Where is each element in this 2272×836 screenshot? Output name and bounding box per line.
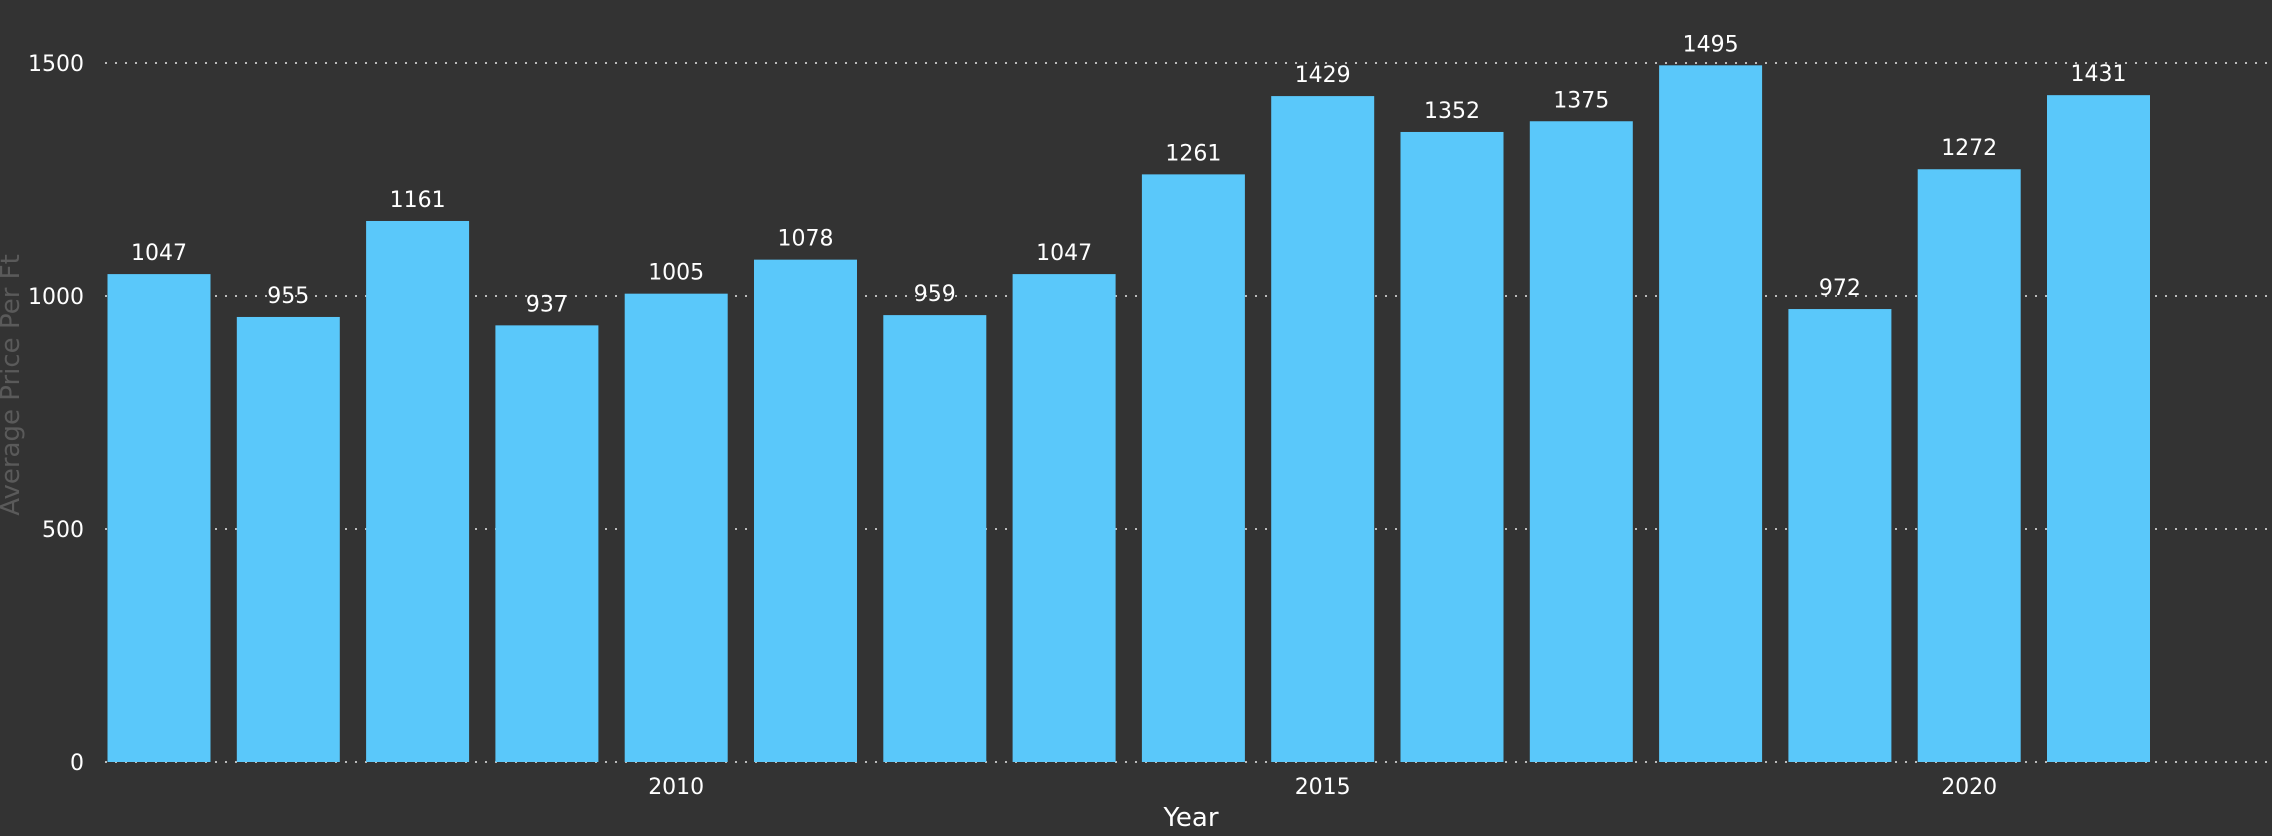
data-label-2021: 1431 (2071, 62, 2127, 87)
bar-2008 (366, 220, 470, 762)
y-tick-label: 1000 (28, 285, 84, 310)
bar-2011 (754, 259, 857, 762)
data-label-2006: 1047 (131, 241, 187, 266)
data-label-2007: 955 (267, 284, 309, 309)
bar-2016 (1400, 131, 1504, 762)
data-label-2019: 972 (1819, 276, 1861, 301)
bar-2006 (107, 274, 211, 762)
data-label-2009: 937 (526, 292, 568, 317)
data-label-2015: 1429 (1295, 63, 1351, 88)
x-tick-label: 2010 (648, 775, 704, 800)
bar-2015 (1271, 96, 1375, 762)
bar-2019 (1788, 309, 1892, 762)
y-tick-label: 500 (42, 518, 84, 543)
data-label-2008: 1161 (390, 188, 446, 213)
data-label-2017: 1375 (1553, 88, 1609, 113)
bar-2020 (1917, 169, 2021, 763)
data-label-2012: 959 (914, 282, 956, 307)
data-label-2014: 1261 (1165, 141, 1221, 166)
bar-2021 (2047, 95, 2150, 763)
data-label-2010: 1005 (648, 261, 704, 286)
bar-2014 (1141, 174, 1245, 762)
bar-2010 (624, 293, 728, 762)
bar-2018 (1659, 65, 1763, 762)
data-label-2011: 1078 (778, 227, 834, 252)
y-tick-label: 1500 (28, 52, 84, 77)
data-label-2020: 1272 (1941, 136, 1997, 161)
bar-2013 (1012, 274, 1116, 762)
bar-2017 (1529, 121, 1633, 762)
bar-2009 (495, 325, 599, 762)
bars (107, 65, 2150, 763)
y-axis-title: Average Price Per Ft (0, 254, 26, 516)
data-labels: 1047 955 1161 937 1005 1078 959 1047 1261 1429 135… (131, 32, 2127, 317)
y-axis-ticks: 0 500 1000 1500 (28, 52, 84, 776)
data-label-2013: 1047 (1036, 241, 1092, 266)
bar-2007 (236, 316, 340, 762)
x-tick-label: 2020 (1941, 775, 1997, 800)
y-tick-label: 0 (70, 751, 84, 776)
data-label-2016: 1352 (1424, 99, 1480, 124)
bar-2012 (883, 315, 987, 762)
data-label-2018: 1495 (1683, 32, 1739, 57)
x-axis-ticks: 2010 2015 2020 (648, 775, 1997, 800)
x-tick-label: 2015 (1295, 775, 1351, 800)
x-axis-title: Year (1162, 803, 1218, 833)
